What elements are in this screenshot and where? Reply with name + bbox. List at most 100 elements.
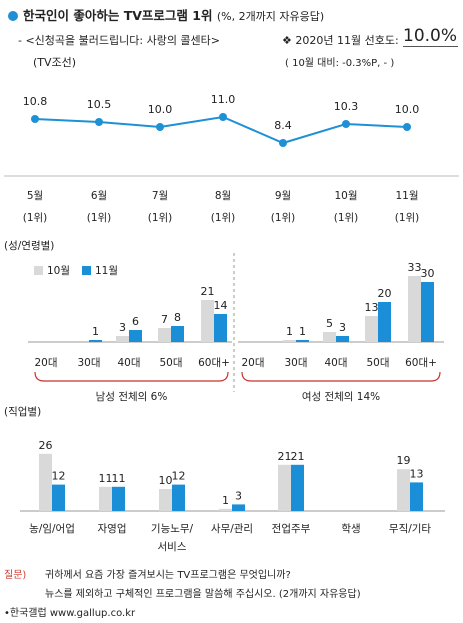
bar-nov — [214, 314, 227, 342]
legend-oct-label: 10월 — [47, 265, 71, 277]
line-value-label: 10.0 — [148, 103, 173, 116]
bar-nov — [336, 336, 349, 342]
line-point — [342, 120, 350, 128]
title-text: 한국인이 좋아하는 TV프로그램 1위 — [23, 8, 213, 23]
line-rank-label: (1위) — [334, 211, 359, 224]
group-total-label: 여성 전체의 14% — [302, 391, 380, 403]
bar-oct-value: 5 — [326, 317, 333, 330]
line-value-label: 10.3 — [334, 100, 359, 113]
occupation-label: 전업주부 — [272, 522, 311, 535]
occupation-label: 자영업 — [98, 522, 127, 535]
occ-bar-oct — [99, 486, 112, 511]
source-note: •한국갤럽 www.gallup.co.kr — [4, 608, 136, 619]
occ-bar-oct — [39, 453, 52, 511]
bar-oct — [283, 340, 296, 342]
age-category-label: 40대 — [117, 357, 140, 369]
occupation-label: 무직/기타 — [389, 523, 432, 535]
bar-nov-value: 1 — [92, 325, 99, 338]
preference-value: 10.0% — [403, 26, 458, 46]
bullet-dot-icon — [8, 11, 18, 21]
bar-nov-value: 1 — [299, 325, 306, 338]
line-month-label: 11월 — [395, 190, 418, 202]
occ-bar-oct-value: 21 — [278, 450, 292, 463]
occupation-label: 농/임/어업 — [29, 522, 75, 535]
line-point — [219, 113, 227, 121]
occ-bar-oct-value: 10 — [159, 474, 173, 487]
line-point — [279, 139, 287, 147]
occ-bar-nov-value: 3 — [235, 489, 242, 502]
question-line-2: 뉴스를 제외하고 구체적인 프로그램을 말씀해 주십시오. (2개까지 자유응답… — [45, 589, 361, 600]
line-month-label: 8월 — [215, 190, 231, 202]
line-point — [156, 123, 164, 131]
bar-oct — [116, 336, 129, 342]
line-rank-label: (1위) — [148, 211, 173, 224]
bar-oct-value: 13 — [365, 301, 379, 314]
bar-oct-value: 1 — [286, 325, 293, 338]
occ-bar-oct-value: 19 — [397, 454, 411, 467]
occ-bar-nov-value: 12 — [172, 470, 186, 483]
occ-bar-nov — [52, 484, 65, 511]
occ-bar-oct — [397, 469, 410, 511]
line-point — [403, 123, 411, 131]
bar-nov-value: 14 — [214, 299, 228, 312]
legend-oct: 10월 — [34, 263, 70, 278]
line-month-label: 6월 — [91, 190, 107, 202]
series-line-preference — [34, 115, 408, 145]
age-category-label: 50대 — [159, 357, 182, 369]
bar-oct — [158, 328, 171, 342]
line-point — [95, 118, 103, 126]
question-label: 질문) — [4, 570, 27, 581]
bar-nov — [89, 340, 102, 342]
occ-bar-nov — [291, 464, 304, 511]
occ-bar-nov — [112, 486, 125, 511]
bar-oct — [201, 300, 214, 342]
occupation-label: 사무/관리 — [211, 523, 253, 535]
bar-nov — [421, 282, 434, 342]
month-delta: ( 10월 대비: -0.3%P, - ) — [285, 58, 395, 69]
line-rank-label: (1위) — [211, 211, 236, 224]
occ-bar-nov — [410, 482, 423, 511]
line-rank-label: (1위) — [395, 211, 420, 224]
occ-bar-oct-value: 1 — [222, 494, 229, 507]
occ-bar-nov-value: 21 — [291, 450, 305, 463]
bar-oct — [408, 276, 421, 342]
group-bracket — [241, 371, 441, 382]
occupation-label: 서비스 — [158, 541, 187, 553]
bar-nov — [171, 326, 184, 342]
bar-nov-value: 6 — [132, 315, 139, 328]
line-month-label: 7월 — [152, 190, 168, 202]
bar-nov-value: 3 — [339, 321, 346, 334]
occ-bar-oct — [219, 508, 232, 511]
preference-underline — [403, 46, 458, 47]
occ-bar-nov-value: 13 — [410, 467, 424, 480]
bar-nov — [378, 302, 391, 342]
occupation-label: 학생 — [341, 523, 360, 535]
line-value-label: 10.8 — [23, 95, 48, 108]
group-bracket — [34, 371, 229, 382]
occ-bar-nov — [232, 504, 245, 511]
line-value-label: 10.0 — [395, 103, 420, 116]
bar-nov — [129, 330, 142, 342]
legend-nov-label: 11월 — [95, 265, 119, 277]
bar-oct-value: 21 — [201, 285, 215, 298]
unit-note: (%, 2개까지 자유응답) — [216, 10, 325, 23]
age-category-label: 60대+ — [405, 357, 437, 369]
line-month-label: 9월 — [275, 190, 291, 202]
occ-bar-oct-value: 11 — [99, 472, 113, 485]
bar-oct-value: 7 — [161, 313, 168, 326]
bar-oct-value: 3 — [119, 321, 126, 334]
line-rank-label: (1위) — [271, 211, 296, 224]
line-rank-label: (1위) — [87, 211, 112, 224]
age-category-label: 30대 — [77, 357, 100, 369]
chart-title: 한국인이 좋아하는 TV프로그램 1위 (%, 2개까지 자유응답) — [8, 5, 324, 24]
occ-bar-oct — [278, 464, 291, 511]
age-category-label: 40대 — [324, 357, 347, 369]
bar-nov-value: 30 — [421, 267, 435, 280]
preference-label: ❖ 2020년 11월 선호도: — [282, 34, 399, 47]
occ-bar-oct — [159, 489, 172, 511]
line-rank-label: (1위) — [23, 211, 48, 224]
line-point — [31, 115, 39, 123]
occ-bar-nov-value: 12 — [52, 470, 66, 483]
line-value-label: 8.4 — [274, 119, 292, 132]
age-category-label: 20대 — [241, 357, 264, 369]
